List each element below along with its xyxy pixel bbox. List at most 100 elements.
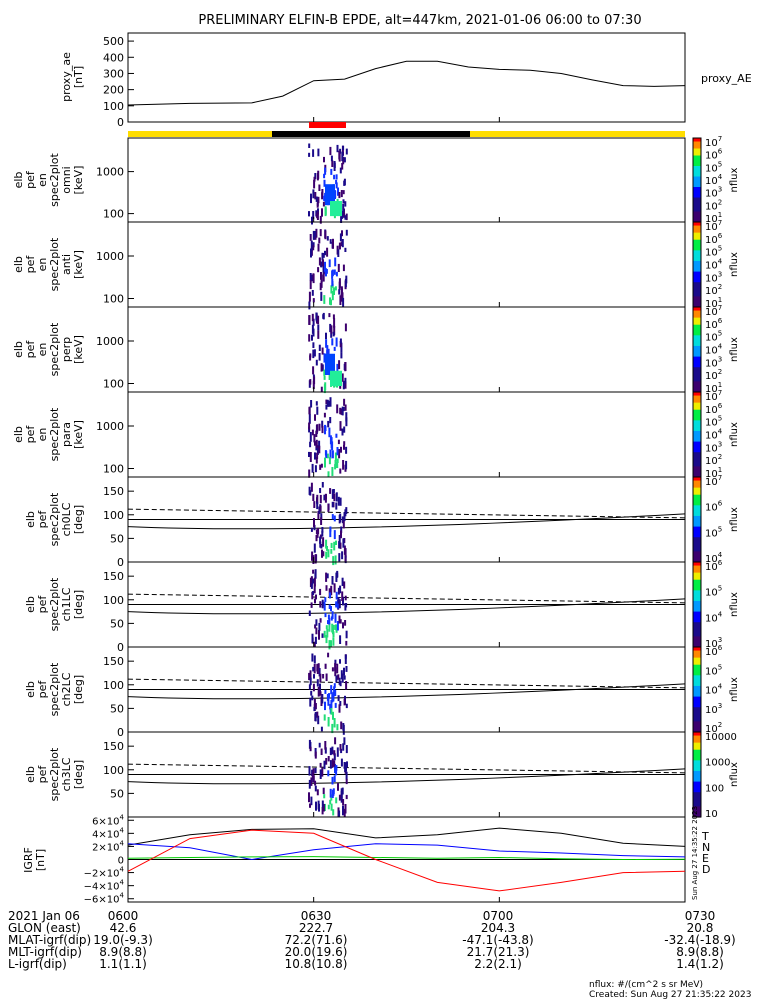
spec2plot-para-data-cell xyxy=(314,452,316,460)
spec2plot-perp-data-cell xyxy=(344,381,347,389)
spec2plot-ch0LC-data-cell xyxy=(339,497,342,506)
spec2plot-ch2LC-data-cell xyxy=(338,704,341,713)
spec2plot-omni-colorbar-label: nflux xyxy=(729,167,740,192)
spec2plot-ch0LC-data-cell xyxy=(329,526,332,532)
spec2plot-anti-data-cell xyxy=(320,274,323,283)
spec2plot-omni-ylabel-1: pef xyxy=(24,170,37,189)
spec2plot-ch2LC-data-cell xyxy=(327,652,330,658)
footer-units: nflux: #/(cm^2 s sr MeV) xyxy=(589,980,703,990)
spec2plot-ch1LC-colorbar-cell xyxy=(693,579,701,584)
spec2plot-ch2LC-losscone-line xyxy=(127,683,686,700)
spec2plot-para-ytick-label: 1000 xyxy=(96,420,124,433)
spec2plot-para-data-cell xyxy=(308,407,311,415)
spec2plot-ch0LC-colorbar-cell xyxy=(693,554,701,560)
spec2plot-para-data-cell xyxy=(324,425,327,431)
spec2plot-perp-colorbar-cell xyxy=(693,307,701,312)
spec2plot-omni-data-cell xyxy=(315,196,318,202)
spec2plot-perp-colorbar-cell xyxy=(693,335,701,340)
spec2plot-perp-data-cell xyxy=(327,348,330,356)
spec2plot-ch0LC-data-cell xyxy=(311,551,314,558)
spec2plot-para-colorbar xyxy=(692,391,702,478)
spec2plot-perp-data-cell xyxy=(326,345,329,354)
spec2plot-anti-data-cell xyxy=(324,250,326,256)
spec2plot-para-data-cell xyxy=(337,439,340,445)
spec2plot-ch0LC-data-cell xyxy=(332,556,335,566)
spec2plot-ch2LC-ytick-label: 150 xyxy=(103,655,124,668)
spec2plot-omni-colorbar-cell xyxy=(693,169,701,174)
spec2plot-ch2LC-ylabel-3: ch2LC xyxy=(60,672,73,706)
spec2plot-para-colorbar-tick: 103 xyxy=(705,440,722,454)
spec2plot-anti-ytick-label: 1000 xyxy=(96,250,124,263)
spec2plot-ch0LC-data-cell xyxy=(324,493,327,503)
spec2plot-perp-colorbar-cell xyxy=(693,356,701,361)
spec2plot-ch2LC-colorbar-cell xyxy=(693,664,701,669)
spec2plot-omni-data-cell xyxy=(337,187,339,196)
spec2plot-ch1LC-data-cell xyxy=(325,635,328,644)
spec2plot-ch1LC-data-cell xyxy=(313,641,316,648)
spec2plot-omni-colorbar-tick: 105 xyxy=(705,160,722,174)
spec2plot-ch3LC-data-cell xyxy=(314,751,317,759)
spec2plot-ch2LC-ytick-label: 0 xyxy=(117,726,124,739)
spec2plot-ch0LC-data-cell xyxy=(321,482,324,488)
spec2plot-ch1LC-data-cell xyxy=(329,592,331,599)
spec2plot-ch2LC-data-cell xyxy=(342,724,345,735)
spec2plot-ch3LC-data-cell xyxy=(308,766,311,776)
spec2plot-anti-colorbar-cell xyxy=(693,225,701,230)
spec2plot-anti-data-cell xyxy=(312,242,315,248)
igrf-line-N xyxy=(127,843,686,861)
spec2plot-ch0LC-colorbar-cell xyxy=(693,512,701,517)
spec2plot-ch1LC-colorbar-tick: 105 xyxy=(705,585,722,599)
spec2plot-ch2LC-data-cell xyxy=(314,703,317,710)
spec2plot-omni-colorbar-cell xyxy=(693,197,701,202)
spec2plot-ch0LC-ytick-label: 0 xyxy=(117,556,124,569)
spec2plot-ch3LC-data-cell xyxy=(314,780,317,786)
spec2plot-anti-ylabel-3: spec2plot xyxy=(48,237,61,291)
spec2plot-ch2LC-colorbar-cell xyxy=(693,700,701,705)
spec2plot-ch1LC-data-cell xyxy=(324,613,327,618)
spec2plot-anti-ylabel-5: [keV] xyxy=(72,250,85,279)
spec2plot-omni-data-cell xyxy=(341,163,344,170)
spec2plot-para-data-cell xyxy=(314,465,317,473)
spec2plot-anti-data-cell xyxy=(309,273,312,281)
spec2plot-ch1LC-data-cell xyxy=(312,578,315,584)
x-axis-value: 1.4(1.2) xyxy=(676,957,724,971)
spec2plot-ch3LC-data-cell xyxy=(308,739,311,749)
spec2plot-omni-data-cell xyxy=(322,201,325,207)
spec2plot-perp-ylabel-5: [keV] xyxy=(72,335,85,364)
igrf-legend-N: N xyxy=(702,841,710,854)
spec2plot-anti-colorbar-cell xyxy=(693,257,701,262)
spec2plot-ch3LC-ytick-label: 100 xyxy=(103,764,124,777)
spec2plot-ch0LC-data-cell xyxy=(327,549,330,558)
spec2plot-ch2LC-data-cell xyxy=(339,659,341,664)
spec2plot-ch1LC-colorbar-cell xyxy=(693,562,701,567)
spec2plot-para-ylabel-0: elb xyxy=(12,426,25,443)
spec2plot-ch3LC-colorbar-tick: 10 xyxy=(705,809,718,820)
spec2plot-ch3LC-colorbar-cell xyxy=(693,809,701,815)
spec2plot-ch2LC-data-cell xyxy=(336,663,339,674)
spec2plot-omni-colorbar-tick: 104 xyxy=(705,173,723,187)
spec2plot-ch1LC-data-cell xyxy=(339,619,342,624)
spec2plot-ch1LC-colorbar-cell xyxy=(693,593,701,599)
spec2plot-anti-data-cell xyxy=(321,252,324,261)
spec2plot-ch3LC-ylabel-4: [deg] xyxy=(72,760,85,789)
spec2plot-ch2LC-data-cell xyxy=(322,674,325,679)
spec2plot-ch3LC-data-cell xyxy=(309,803,311,808)
x-axis-value: -47.1(-43.8) xyxy=(462,933,533,947)
spec2plot-omni-data-cell xyxy=(308,152,311,157)
spec2plot-ch0LC-data-cell xyxy=(313,501,316,508)
x-axis-value: 20.0(19.6) xyxy=(285,945,348,959)
spec2plot-anti-data-cell xyxy=(341,239,344,248)
spec2plot-para-colorbar-tick: 105 xyxy=(705,415,722,429)
spec2plot-ch2LC-data-cell xyxy=(340,721,343,730)
spec2plot-anti-colorbar-tick: 102 xyxy=(705,283,722,297)
spec2plot-ch1LC-antiloss-line xyxy=(127,593,686,604)
spec2plot-ch1LC-data-cell xyxy=(335,601,338,606)
spec2plot-para-data-cell xyxy=(339,468,342,474)
spec2plot-para-colorbar-cell xyxy=(693,416,701,421)
spec2plot-para-data-cell xyxy=(326,453,329,459)
spec2plot-ch0LC-data-cell xyxy=(322,551,325,557)
spec2plot-ch0LC-data-cell xyxy=(332,489,335,494)
spec2plot-ch3LC-ylabel-2: spec2plot xyxy=(48,747,61,801)
spec2plot-para-colorbar-cell xyxy=(693,392,701,397)
spec2plot-ch0LC-colorbar-cell xyxy=(693,537,701,542)
